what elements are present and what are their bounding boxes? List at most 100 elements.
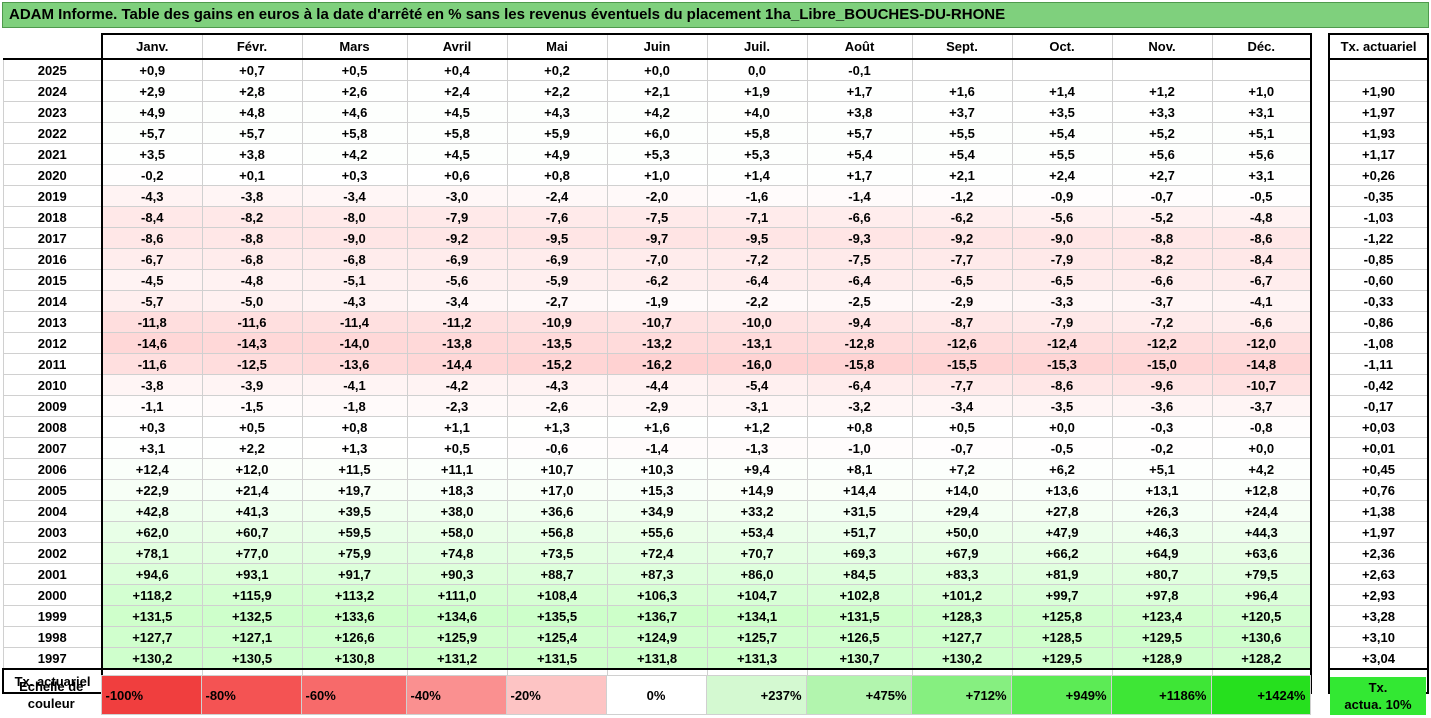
side-rate-cell: +3,28 (1328, 605, 1429, 627)
data-cell: -3,2 (806, 395, 913, 417)
side-row: +2,36 (1328, 542, 1429, 564)
data-cell: -9,7 (606, 227, 708, 249)
side-row: -0,85 (1328, 248, 1429, 270)
table-row: 2011 -11,6 -12,5 -13,6 -14,4 -15,2 -16,2 -16,0-… (2, 353, 1312, 375)
data-cell: -14,8 (1211, 353, 1312, 375)
side-rate-cell: -0,60 (1328, 269, 1429, 291)
data-cell: +22,9 (101, 479, 203, 501)
data-cell: +1,2 (1111, 80, 1213, 102)
data-cell: -14,0 (301, 332, 408, 354)
color-scale-legend: Echelle de couleur -100% -80% -60% -40% -20% 0%… (2, 675, 1311, 715)
data-cell: +39,5 (301, 500, 408, 522)
data-cell: +3,1 (1211, 101, 1312, 123)
data-cell: +132,5 (201, 605, 303, 627)
data-cell: -3,8 (101, 374, 203, 396)
side-rate-cell: +1,97 (1328, 521, 1429, 543)
table-row: 2020 -0,2 +0,1 +0,3 +0,6 +0,8 +1,0 +1,4 +1,7 +2,1… (2, 164, 1312, 186)
data-cell: +27,8 (1011, 500, 1113, 522)
data-cell: -12,2 (1111, 332, 1213, 354)
data-cell: +3,5 (1011, 101, 1113, 123)
data-cell: +56,8 (506, 521, 608, 543)
data-cell: +131,3 (706, 647, 808, 670)
table-row: 2000 +118,2 +115,9 +113,2 +111,0 +108,4 +106,3… (2, 584, 1312, 606)
data-cell: +74,8 (406, 542, 508, 564)
data-cell: +34,9 (606, 500, 708, 522)
data-cell: +124,9 (606, 626, 708, 648)
data-cell: -6,4 (806, 374, 913, 396)
side-row: -0,60 (1328, 269, 1429, 291)
legend-swatch: +475% (805, 675, 912, 715)
data-cell: +5,6 (1211, 143, 1312, 165)
side-row: -0,86 (1328, 311, 1429, 333)
data-cell: +134,6 (406, 605, 508, 627)
data-cell: +66,2 (1011, 542, 1113, 564)
data-cell: -1,0 (806, 437, 913, 459)
data-cell: -7,2 (1111, 311, 1213, 333)
data-cell: -1,4 (606, 437, 708, 459)
side-row: +3,10 (1328, 626, 1429, 648)
data-cell: +1,3 (506, 416, 608, 438)
data-cell: +5,1 (1111, 458, 1213, 480)
data-cell: +99,7 (1011, 584, 1113, 606)
side-row: -0,33 (1328, 290, 1429, 312)
data-cell: -4,1 (1211, 290, 1312, 312)
data-cell: +5,5 (911, 122, 1013, 144)
data-cell: +130,2 (101, 647, 203, 670)
data-cell: +9,4 (706, 458, 808, 480)
data-cell: -1,6 (706, 185, 808, 207)
side-rate-cell: +1,17 (1328, 143, 1429, 165)
data-cell: -3,4 (406, 290, 508, 312)
data-cell: -6,4 (706, 269, 808, 291)
data-cell: -6,2 (606, 269, 708, 291)
data-cell: +77,0 (201, 542, 303, 564)
data-cell: +130,7 (806, 647, 913, 670)
data-cell: +129,5 (1111, 626, 1213, 648)
data-cell: 0,0 (706, 58, 808, 81)
side-row: +1,93 (1328, 122, 1429, 144)
data-cell: -4,1 (301, 374, 408, 396)
legend-swatch: -60% (300, 675, 407, 715)
side-row: +0,45 (1328, 458, 1429, 480)
row-year: 2011 (2, 353, 103, 375)
side-rate-cell: +3,04 (1328, 647, 1429, 670)
data-cell: +12,0 (201, 458, 303, 480)
data-cell: -5,9 (506, 269, 608, 291)
data-cell: +5,7 (101, 122, 203, 144)
data-cell: +42,8 (101, 500, 203, 522)
data-cell: +2,7 (1111, 164, 1213, 186)
side-rate-cell: -0,42 (1328, 374, 1429, 396)
data-cell: +1,6 (606, 416, 708, 438)
data-cell: -0,7 (1111, 185, 1213, 207)
data-cell: -11,6 (201, 311, 303, 333)
data-cell: +130,6 (1211, 626, 1312, 648)
page-title: ADAM Informe. Table des gains en euros à… (2, 2, 1429, 28)
side-row: +1,90 (1328, 80, 1429, 102)
data-cell: -6,8 (301, 248, 408, 270)
data-cell: -12,4 (1011, 332, 1113, 354)
data-cell: -8,8 (1111, 227, 1213, 249)
column-header-month: Juin (606, 33, 708, 60)
data-cell: +0,8 (301, 416, 408, 438)
row-year: 1997 (2, 647, 103, 670)
legend-swatch: -100% (100, 675, 202, 715)
data-cell: +88,7 (506, 563, 608, 585)
data-cell: +64,9 (1111, 542, 1213, 564)
legend-swatch: +949% (1010, 675, 1112, 715)
data-cell: +69,3 (806, 542, 913, 564)
side-row: -0,35 (1328, 185, 1429, 207)
data-cell: -0,7 (911, 437, 1013, 459)
table-row: 2025 +0,9 +0,7 +0,5 +0,4 +0,2 +0,0 0,0 -0,1 (2, 58, 1312, 81)
data-cell: -4,3 (101, 185, 203, 207)
data-cell: -2,6 (506, 395, 608, 417)
row-year: 2022 (2, 122, 103, 144)
data-cell: +4,5 (406, 101, 508, 123)
side-rate-cell: +1,93 (1328, 122, 1429, 144)
row-year: 2005 (2, 479, 103, 501)
data-cell: -4,5 (101, 269, 203, 291)
data-cell: +44,3 (1211, 521, 1312, 543)
table-row: 2001 +94,6 +93,1 +91,7 +90,3 +88,7 +87,3 +86,0 +… (2, 563, 1312, 585)
data-cell: -4,3 (506, 374, 608, 396)
data-cell: +59,5 (301, 521, 408, 543)
data-cell: +67,9 (911, 542, 1013, 564)
data-cell: +15,3 (606, 479, 708, 501)
